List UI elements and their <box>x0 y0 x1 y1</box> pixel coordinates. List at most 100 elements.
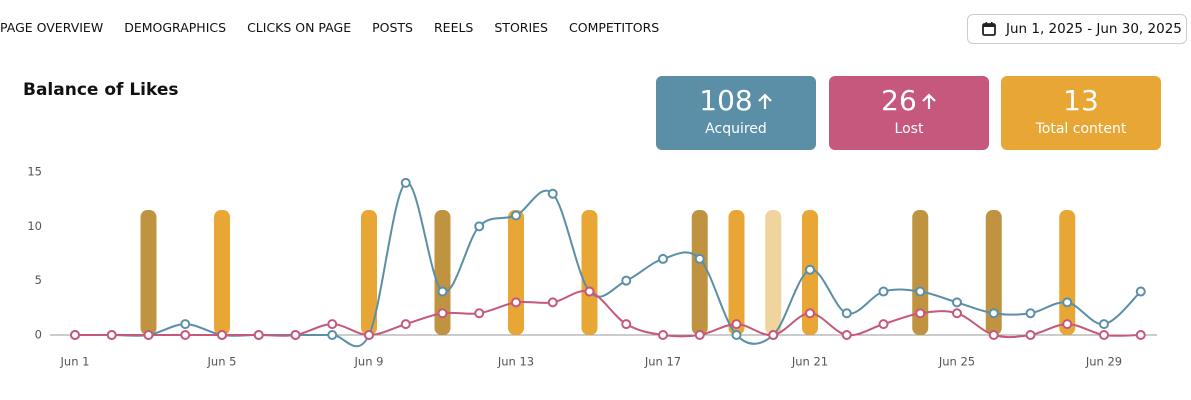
stat-value: 13 <box>1063 84 1099 117</box>
nav-tab[interactable]: COMPETITORS <box>569 20 660 35</box>
data-point <box>70 330 80 340</box>
arrow-icon <box>922 92 936 109</box>
content-bar <box>728 210 745 335</box>
data-point <box>731 319 742 330</box>
data-point <box>805 308 815 319</box>
stat-label: Lost <box>894 121 924 137</box>
data-point <box>327 319 338 330</box>
data-point <box>1099 319 1109 330</box>
data-point <box>694 330 705 340</box>
x-tick-label: Jun 13 <box>497 355 534 369</box>
data-point <box>878 286 889 297</box>
y-tick-label: 5 <box>35 273 42 287</box>
data-point <box>988 308 999 319</box>
data-point <box>952 308 962 319</box>
nav-tab[interactable]: STORIES <box>494 20 548 35</box>
stat-value: 26 <box>881 84 917 117</box>
data-point <box>547 188 558 199</box>
stat-label: Acquired <box>705 121 767 137</box>
data-point <box>143 330 154 340</box>
calendar-icon <box>982 22 996 36</box>
content-bar <box>508 210 524 335</box>
data-point <box>511 210 521 221</box>
y-tick-label: 15 <box>27 165 42 179</box>
data-point <box>658 253 668 264</box>
content-bar <box>985 210 1002 335</box>
stat-value-row: 26 <box>829 84 989 117</box>
data-point <box>1099 330 1109 340</box>
nav-tab[interactable]: PAGE OVERVIEW <box>0 20 104 35</box>
data-point <box>694 253 705 264</box>
nav-tab[interactable]: REELS <box>433 20 474 35</box>
data-point <box>290 330 301 340</box>
x-tick-label: Jun 5 <box>207 355 237 369</box>
x-tick-label: Jun 9 <box>354 355 384 369</box>
data-point <box>1062 297 1073 308</box>
data-point <box>474 308 485 319</box>
data-point <box>841 308 852 319</box>
data-point <box>400 177 411 188</box>
stat-card: 108 Acquired <box>656 76 816 150</box>
data-point <box>878 319 889 330</box>
y-tick-label: 10 <box>27 219 42 233</box>
nav-bar: PAGE OVERVIEW DEMOGRAPHICS CLICKS ON PAGE P… <box>0 20 659 35</box>
data-point <box>1025 308 1036 319</box>
data-point <box>106 330 117 340</box>
data-point <box>437 308 448 319</box>
data-point <box>621 319 632 330</box>
content-bar <box>765 210 782 335</box>
stat-card: 13 Total content <box>1001 76 1161 150</box>
stat-value-row: 13 <box>1001 84 1161 117</box>
stat-card: 26 Lost <box>829 76 989 150</box>
data-point <box>805 264 815 275</box>
data-point <box>621 275 632 286</box>
data-point <box>584 286 595 297</box>
data-point <box>988 330 999 340</box>
content-bar <box>691 210 708 335</box>
data-point <box>915 286 926 297</box>
data-point <box>841 330 852 340</box>
nav-tab[interactable]: POSTS <box>372 20 413 35</box>
data-point <box>658 330 668 340</box>
date-picker[interactable]: Jun 1, 2025 - Jun 30, 2025 <box>967 14 1187 44</box>
x-tick-label: Jun 21 <box>791 355 828 369</box>
data-point <box>400 319 411 330</box>
date-range: Jun 1, 2025 - Jun 30, 2025 <box>1006 21 1182 37</box>
data-point <box>1062 319 1073 330</box>
data-point <box>1135 286 1146 297</box>
series-line <box>75 181 1142 348</box>
data-point <box>1135 330 1146 340</box>
data-point <box>1025 330 1036 340</box>
data-point <box>547 297 558 308</box>
stat-label: Total content <box>1035 121 1127 137</box>
data-point <box>915 308 926 319</box>
data-point <box>327 330 338 340</box>
x-tick-label: Jun 29 <box>1085 355 1122 369</box>
y-tick-label: 0 <box>35 328 42 342</box>
content-bar <box>912 210 929 335</box>
content-bar <box>581 210 598 335</box>
stat-value: 108 <box>699 84 753 117</box>
nav-tab[interactable]: DEMOGRAPHICS <box>124 20 227 35</box>
series-line <box>75 289 1141 339</box>
data-point <box>364 330 374 340</box>
x-tick-label: Jun 25 <box>938 355 975 369</box>
data-point <box>511 297 521 308</box>
content-bar <box>1059 210 1076 335</box>
stat-value-row: 108 <box>656 84 816 117</box>
nav-tab[interactable]: CLICKS ON PAGE <box>247 20 352 35</box>
data-point <box>474 221 485 232</box>
content-bar <box>361 210 377 335</box>
x-tick-label: Jun 17 <box>644 355 681 369</box>
content-bar <box>140 210 157 335</box>
data-point <box>253 330 264 340</box>
content-bar <box>434 210 451 335</box>
data-point <box>217 330 227 340</box>
arrow-icon <box>757 92 772 109</box>
data-point <box>180 330 191 340</box>
x-tick-label: Jun 1 <box>60 355 90 369</box>
data-point <box>437 286 448 297</box>
data-point <box>731 330 742 340</box>
